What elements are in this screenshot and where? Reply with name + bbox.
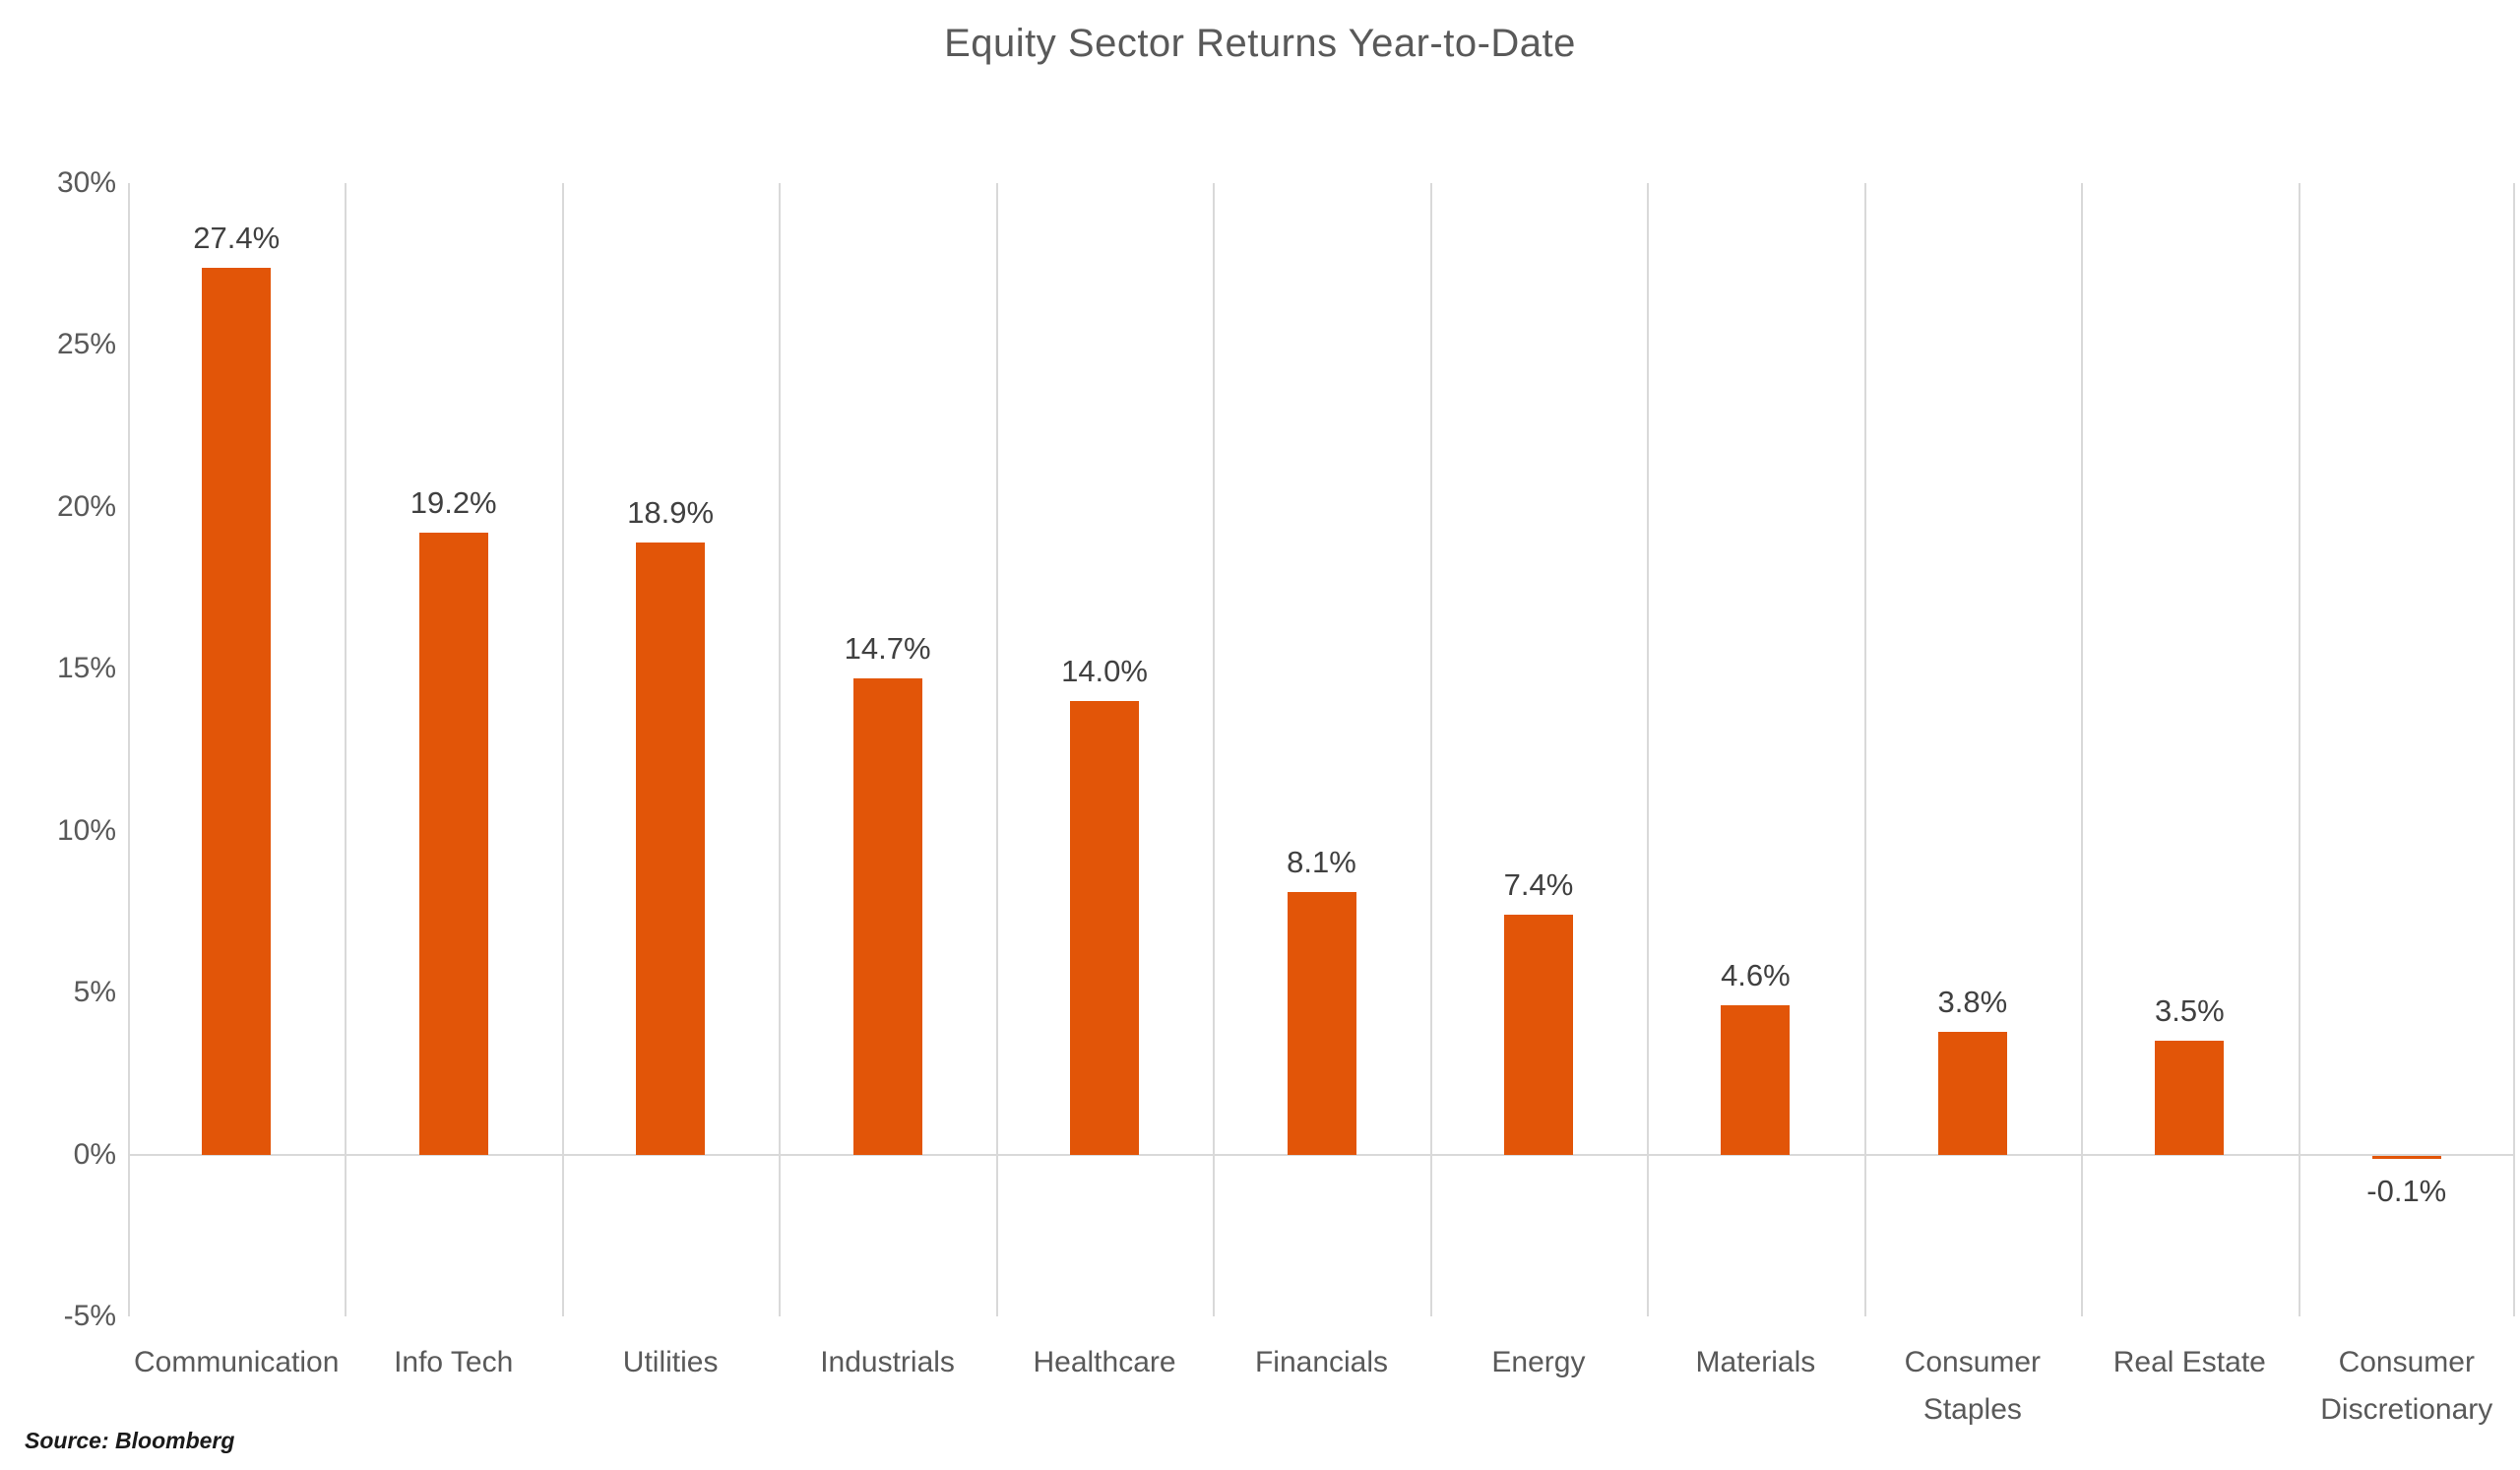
data-label: 27.4% [193, 220, 281, 255]
y-tick-label: 10% [56, 813, 116, 847]
category-gridline [2081, 183, 2084, 1316]
category-label: Real Estate [2112, 1346, 2266, 1378]
bar [636, 543, 706, 1155]
category-gridline [995, 183, 998, 1316]
bar [2155, 1041, 2225, 1155]
data-label: 19.2% [410, 485, 497, 521]
data-label: 14.0% [1061, 654, 1148, 689]
bar [1287, 892, 1356, 1155]
source-note: Source: Bloomberg [25, 1428, 235, 1453]
y-tick-label: 25% [56, 328, 116, 361]
category-label: Materials [1695, 1346, 1816, 1378]
data-label: 8.1% [1287, 845, 1356, 880]
category-label: Communication [134, 1346, 340, 1378]
bar [2371, 1155, 2441, 1159]
y-tick-label: 20% [56, 489, 116, 523]
category-gridline [1647, 183, 1650, 1316]
category-gridline [1863, 183, 1866, 1316]
category-label: Industrials [820, 1346, 955, 1378]
category-label: Energy [1491, 1346, 1586, 1378]
bar [202, 267, 272, 1155]
bar [852, 678, 922, 1155]
category-gridline [2298, 183, 2300, 1316]
chart-title: Equity Sector Returns Year-to-Date [944, 22, 1576, 65]
y-tick-label: 0% [73, 1137, 116, 1171]
category-label: Info Tech [394, 1346, 514, 1378]
data-label: 4.6% [1721, 958, 1791, 993]
bar [1721, 1005, 1791, 1155]
data-label: -0.1% [2366, 1173, 2447, 1208]
category-gridline [1213, 183, 1216, 1316]
category-gridline [2513, 183, 2515, 1316]
category-gridline [779, 183, 782, 1316]
category-gridline [1429, 183, 1432, 1316]
y-tick-label: 5% [73, 976, 116, 1009]
bar [418, 533, 488, 1155]
data-label: 3.5% [2154, 993, 2225, 1029]
data-label: 18.9% [627, 495, 715, 531]
plot-area: 27.4% 19.2% 18.9% 14.7% 14.0% 8.1% 7.4% 4.6% 3.8… [128, 183, 2515, 1316]
y-tick-label: 30% [56, 166, 116, 199]
data-label: 7.4% [1503, 867, 1574, 903]
data-label: 14.7% [844, 631, 931, 667]
category-label: Consumer Staples [1904, 1346, 2042, 1426]
category-gridline [561, 183, 564, 1316]
zero-baseline [128, 1153, 2515, 1156]
category-gridline [345, 183, 347, 1316]
data-label: 3.8% [1937, 984, 2008, 1019]
bar [1070, 701, 1140, 1155]
bar [1937, 1031, 2007, 1155]
y-tick-label: 15% [56, 652, 116, 685]
category-label: Healthcare [1033, 1346, 1176, 1378]
category-label: Consumer Discretionary [2320, 1346, 2493, 1426]
category-label: Utilities [622, 1346, 719, 1378]
y-axis-line [128, 183, 130, 1316]
bar [1503, 915, 1573, 1155]
y-tick-label: -5% [63, 1300, 116, 1332]
category-label: Financials [1254, 1346, 1389, 1378]
